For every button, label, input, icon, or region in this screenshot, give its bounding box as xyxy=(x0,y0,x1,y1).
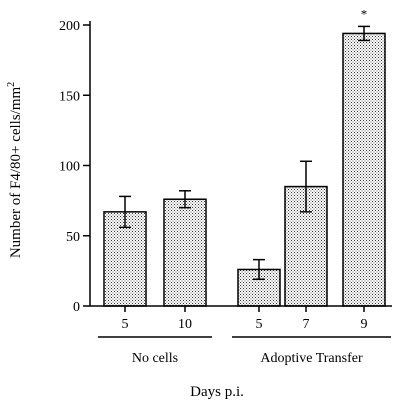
y-tick-label: 100 xyxy=(59,160,80,175)
y-tick-label: 50 xyxy=(66,230,80,245)
group-label: No cells xyxy=(132,351,178,366)
x-tick-label: 5 xyxy=(122,317,129,332)
y-axis-label-main: Number of F4/80+ cells/mm xyxy=(8,86,24,258)
y-axis-label-superscript: 2 xyxy=(6,82,17,87)
y-tick-label: 150 xyxy=(59,89,80,104)
y-axis-label: Number of F4/80+ cells/mm2 xyxy=(6,82,24,258)
significance-annotation: * xyxy=(361,6,368,21)
y-tick-label: 0 xyxy=(73,300,80,315)
bar xyxy=(163,198,207,307)
group-label: Adoptive Transfer xyxy=(260,351,363,366)
x-tick-label: 7 xyxy=(303,317,310,332)
x-tick-label: 9 xyxy=(361,317,368,332)
labels-layer: Number of F4/80+ cells/mm2 Days p.i. 0 50… xyxy=(6,6,368,400)
x-axis-label: Days p.i. xyxy=(190,384,244,400)
bars-layer xyxy=(103,25,386,307)
axes-layer xyxy=(83,21,392,338)
y-tick-label: 200 xyxy=(59,19,80,34)
bar xyxy=(342,32,386,307)
x-tick-label: 10 xyxy=(178,317,192,332)
x-tick-label: 5 xyxy=(256,317,263,332)
